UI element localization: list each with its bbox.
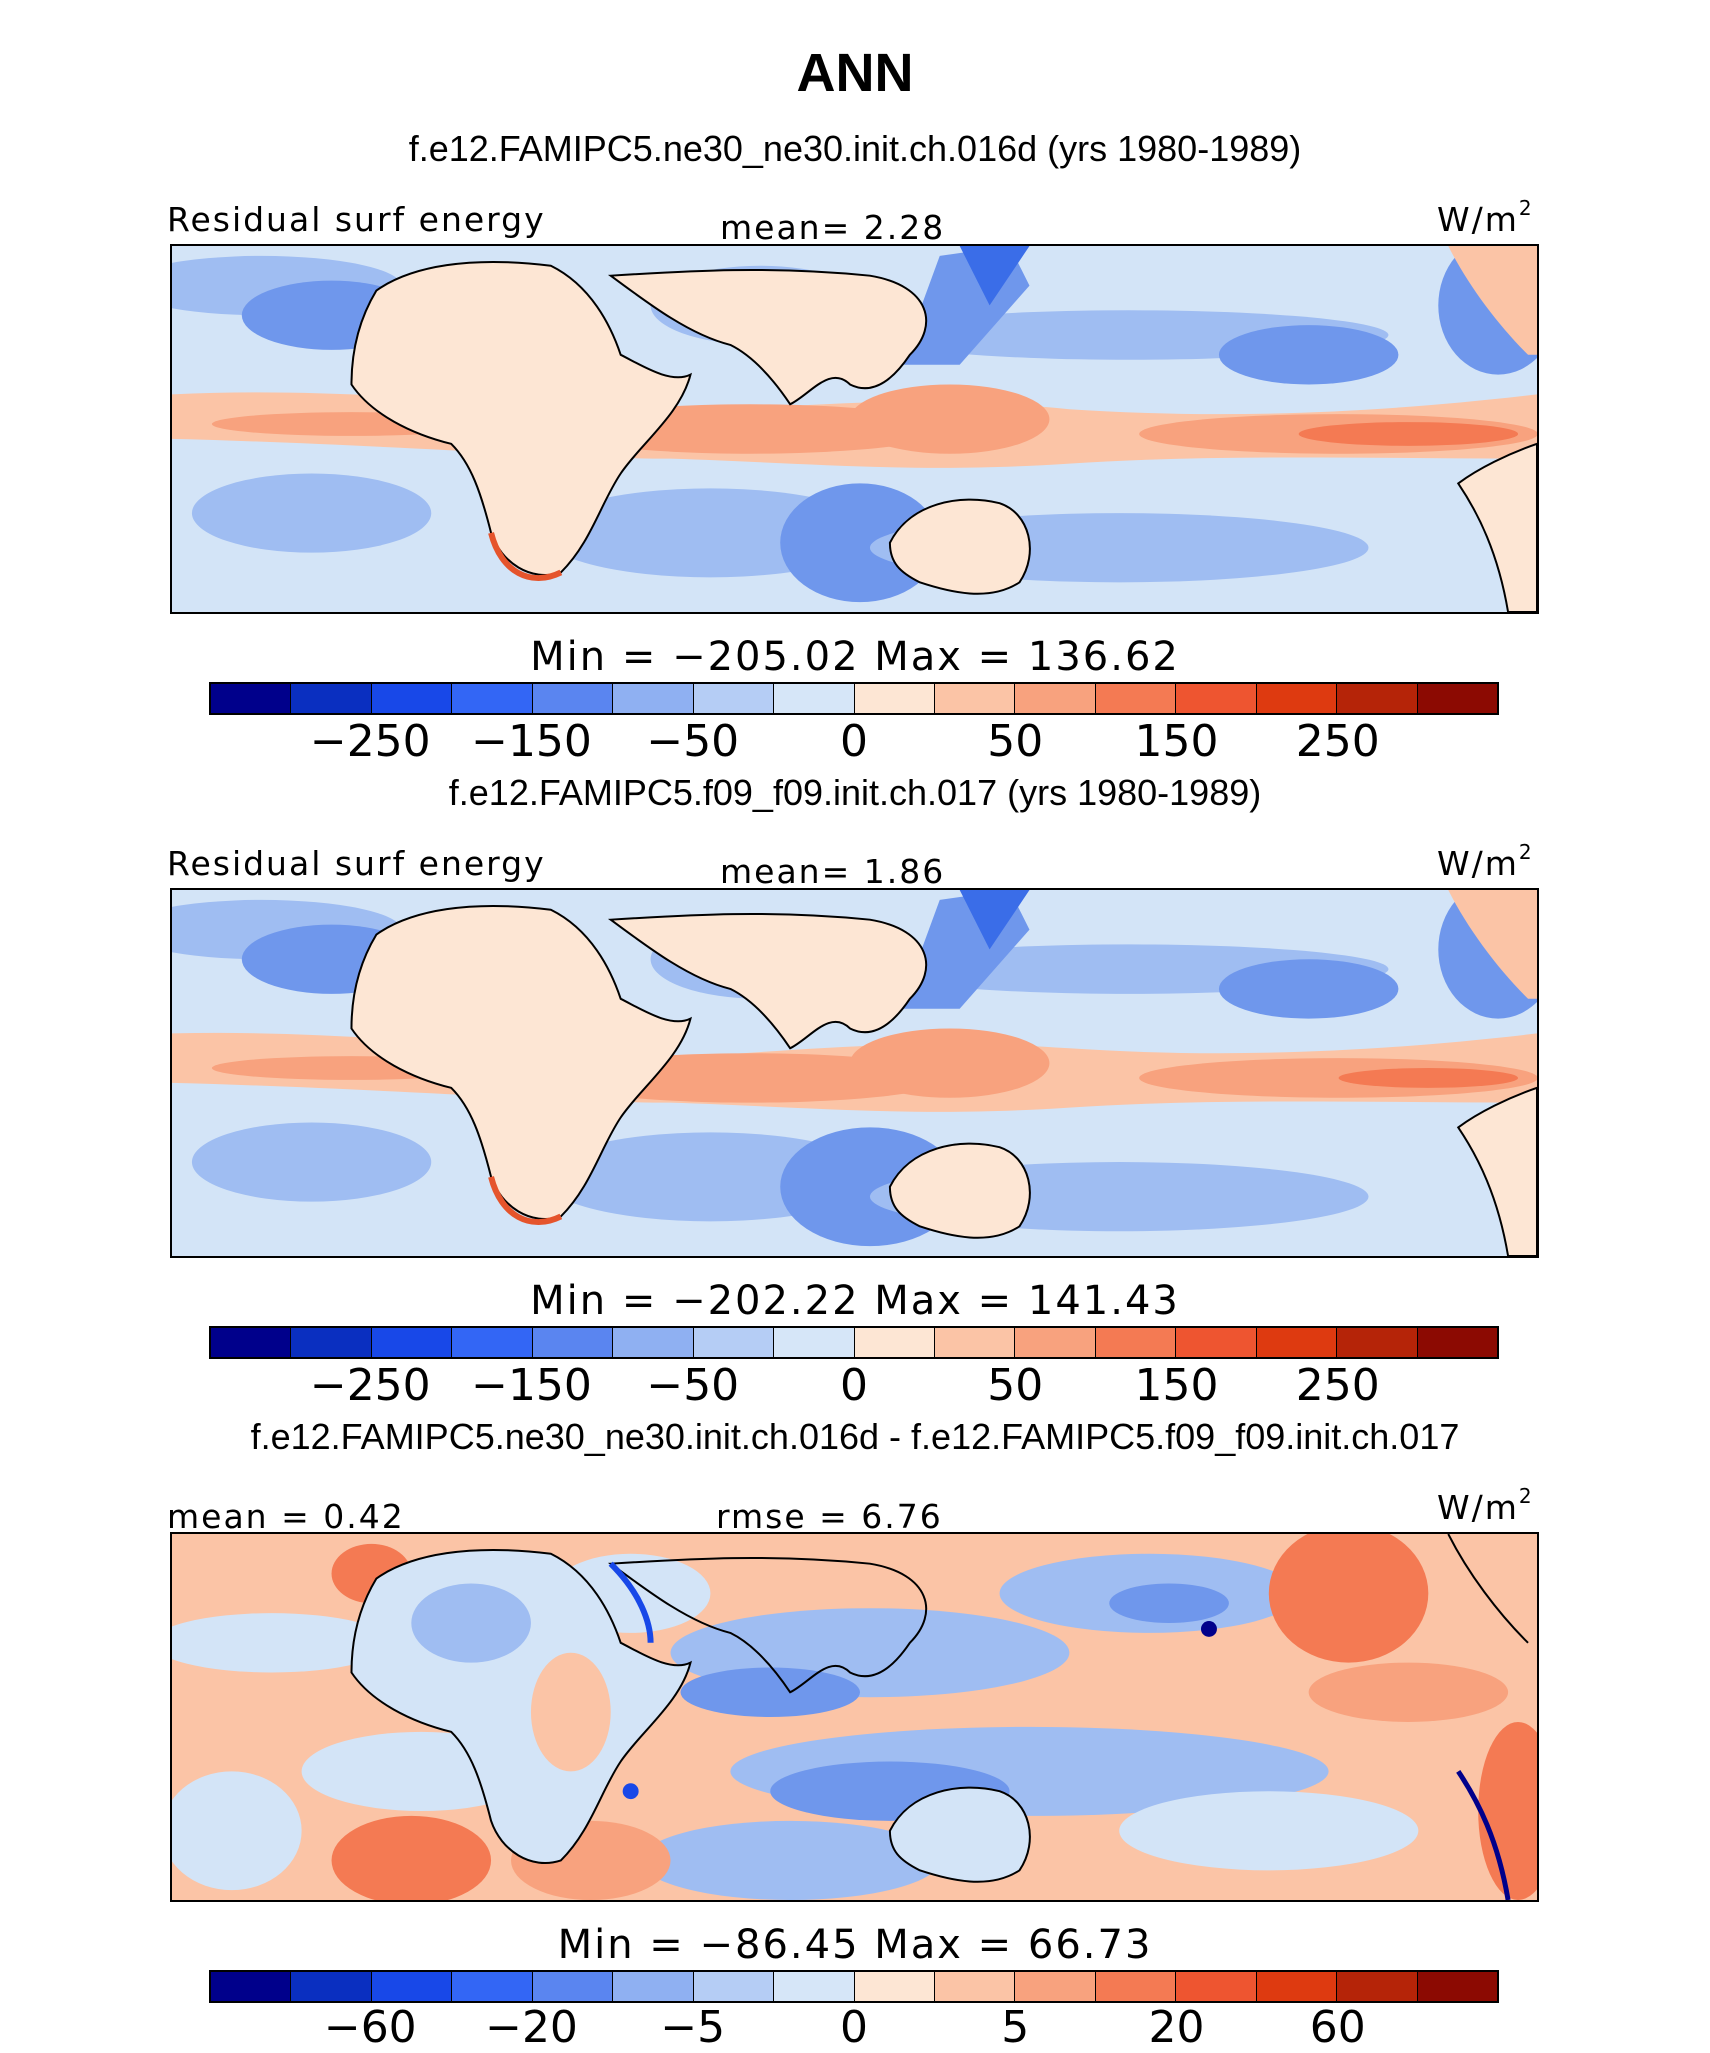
panel3-map	[170, 1532, 1539, 1902]
colorbar-swatch	[774, 1328, 855, 1357]
colorbar-tick-label: −50	[646, 716, 740, 767]
colorbar-tick-label: 0	[840, 716, 868, 767]
panel1-map	[170, 244, 1539, 614]
colorbar-swatch	[211, 1972, 292, 2001]
colorbar-swatch	[613, 1972, 694, 2001]
colorbar-swatch	[1337, 684, 1418, 713]
panel2-case-title: f.e12.FAMIPC5.f09_f09.init.ch.017 (yrs 1…	[448, 772, 1262, 813]
colorbar-swatch	[371, 1328, 453, 1357]
colorbar-swatch	[774, 684, 855, 713]
panel2-min-max: Min = −202.22 Max = 141.43	[530, 1278, 1180, 1324]
colorbar-swatch	[1417, 1328, 1497, 1357]
colorbar-swatch	[532, 1972, 614, 2001]
colorbar-swatch	[1015, 684, 1096, 713]
colorbar-swatch	[1417, 684, 1497, 713]
colorbar-swatch	[613, 684, 694, 713]
colorbar-swatch	[774, 1972, 855, 2001]
panel1-colorbar	[209, 682, 1499, 715]
colorbar-swatch	[1015, 1328, 1096, 1357]
colorbar-swatch	[211, 1328, 292, 1357]
panel1-variable-label: Residual surf energy	[167, 200, 546, 239]
colorbar-swatch	[934, 684, 1016, 713]
colorbar-tick-label: −20	[485, 2002, 578, 2053]
colorbar-swatch	[1095, 1972, 1177, 2001]
colorbar-swatch	[1176, 684, 1257, 713]
colorbar-tick-label: −250	[309, 1360, 431, 1411]
colorbar-tick-label: −250	[309, 716, 431, 767]
colorbar-swatch	[291, 1972, 372, 2001]
colorbar-swatch	[854, 1328, 935, 1357]
colorbar-swatch	[1095, 684, 1177, 713]
colorbar-tick-label: 150	[1134, 716, 1219, 767]
colorbar-swatch	[1256, 1328, 1338, 1357]
colorbar-swatch	[291, 684, 372, 713]
colorbar-tick-label: 0	[840, 2002, 868, 2053]
colorbar-tick-label: 150	[1134, 1360, 1219, 1411]
panel3-rmse-label: rmse = 6.76	[716, 1497, 943, 1536]
colorbar-swatch	[854, 1972, 935, 2001]
colorbar-tick-label: 0	[840, 1360, 868, 1411]
panel1-min-max: Min = −205.02 Max = 136.62	[530, 634, 1180, 680]
colorbar-tick-label: 250	[1295, 1360, 1380, 1411]
colorbar-swatch	[1256, 684, 1338, 713]
colorbar-tick-label: −60	[323, 2002, 417, 2053]
panel2-units-label: W/m2	[1437, 840, 1532, 883]
colorbar-tick-label: −50	[646, 1360, 740, 1411]
colorbar-swatch	[1417, 1972, 1497, 2001]
panel2-variable-label: Residual surf energy	[167, 844, 546, 883]
colorbar-swatch	[613, 1328, 694, 1357]
colorbar-tick-label: 50	[987, 716, 1044, 767]
panel3-colorbar	[209, 1970, 1499, 2003]
panel1-units-label: W/m2	[1437, 196, 1532, 239]
colorbar-swatch	[211, 684, 292, 713]
colorbar-swatch	[1176, 1328, 1257, 1357]
colorbar-swatch	[1015, 1972, 1096, 2001]
colorbar-swatch	[291, 1328, 372, 1357]
panel1-case-title: f.e12.FAMIPC5.ne30_ne30.init.ch.016d (yr…	[408, 128, 1302, 169]
colorbar-swatch	[532, 1328, 614, 1357]
colorbar-swatch	[452, 1972, 533, 2001]
colorbar-swatch	[371, 684, 453, 713]
colorbar-tick-label: −150	[471, 716, 592, 767]
panel2-mean-label: mean= 1.86	[720, 852, 946, 891]
colorbar-tick-label: −150	[471, 1360, 592, 1411]
colorbar-swatch	[934, 1328, 1016, 1357]
colorbar-swatch	[1337, 1328, 1418, 1357]
colorbar-swatch	[1256, 1972, 1338, 2001]
colorbar-swatch	[532, 684, 614, 713]
colorbar-swatch	[1095, 1328, 1177, 1357]
colorbar-swatch	[693, 1328, 775, 1357]
colorbar-swatch	[371, 1972, 453, 2001]
colorbar-swatch	[693, 684, 775, 713]
panel2-map	[170, 888, 1539, 1258]
panel3-mean-label: mean = 0.42	[167, 1497, 405, 1536]
panel3-case-title: f.e12.FAMIPC5.ne30_ne30.init.ch.016d - f…	[250, 1416, 1460, 1457]
panel3-units-label: W/m2	[1437, 1484, 1532, 1527]
colorbar-swatch	[1176, 1972, 1257, 2001]
colorbar-tick-label: 50	[987, 1360, 1044, 1411]
colorbar-tick-label: 5	[1001, 2002, 1030, 2053]
panel1-mean-label: mean= 2.28	[720, 208, 946, 247]
panel3-min-max: Min = −86.45 Max = 66.73	[557, 1922, 1153, 1968]
colorbar-swatch	[452, 684, 533, 713]
panel2-colorbar	[209, 1326, 1499, 1359]
figure-title: ANN	[796, 43, 914, 103]
colorbar-tick-label: −5	[660, 2002, 726, 2053]
colorbar-swatch	[934, 1972, 1016, 2001]
colorbar-tick-label: 250	[1295, 716, 1380, 767]
colorbar-swatch	[452, 1328, 533, 1357]
colorbar-swatch	[854, 684, 935, 713]
colorbar-swatch	[693, 1972, 775, 2001]
colorbar-swatch	[1337, 1972, 1418, 2001]
colorbar-tick-label: 20	[1148, 2002, 1205, 2053]
colorbar-tick-label: 60	[1309, 2002, 1366, 2053]
